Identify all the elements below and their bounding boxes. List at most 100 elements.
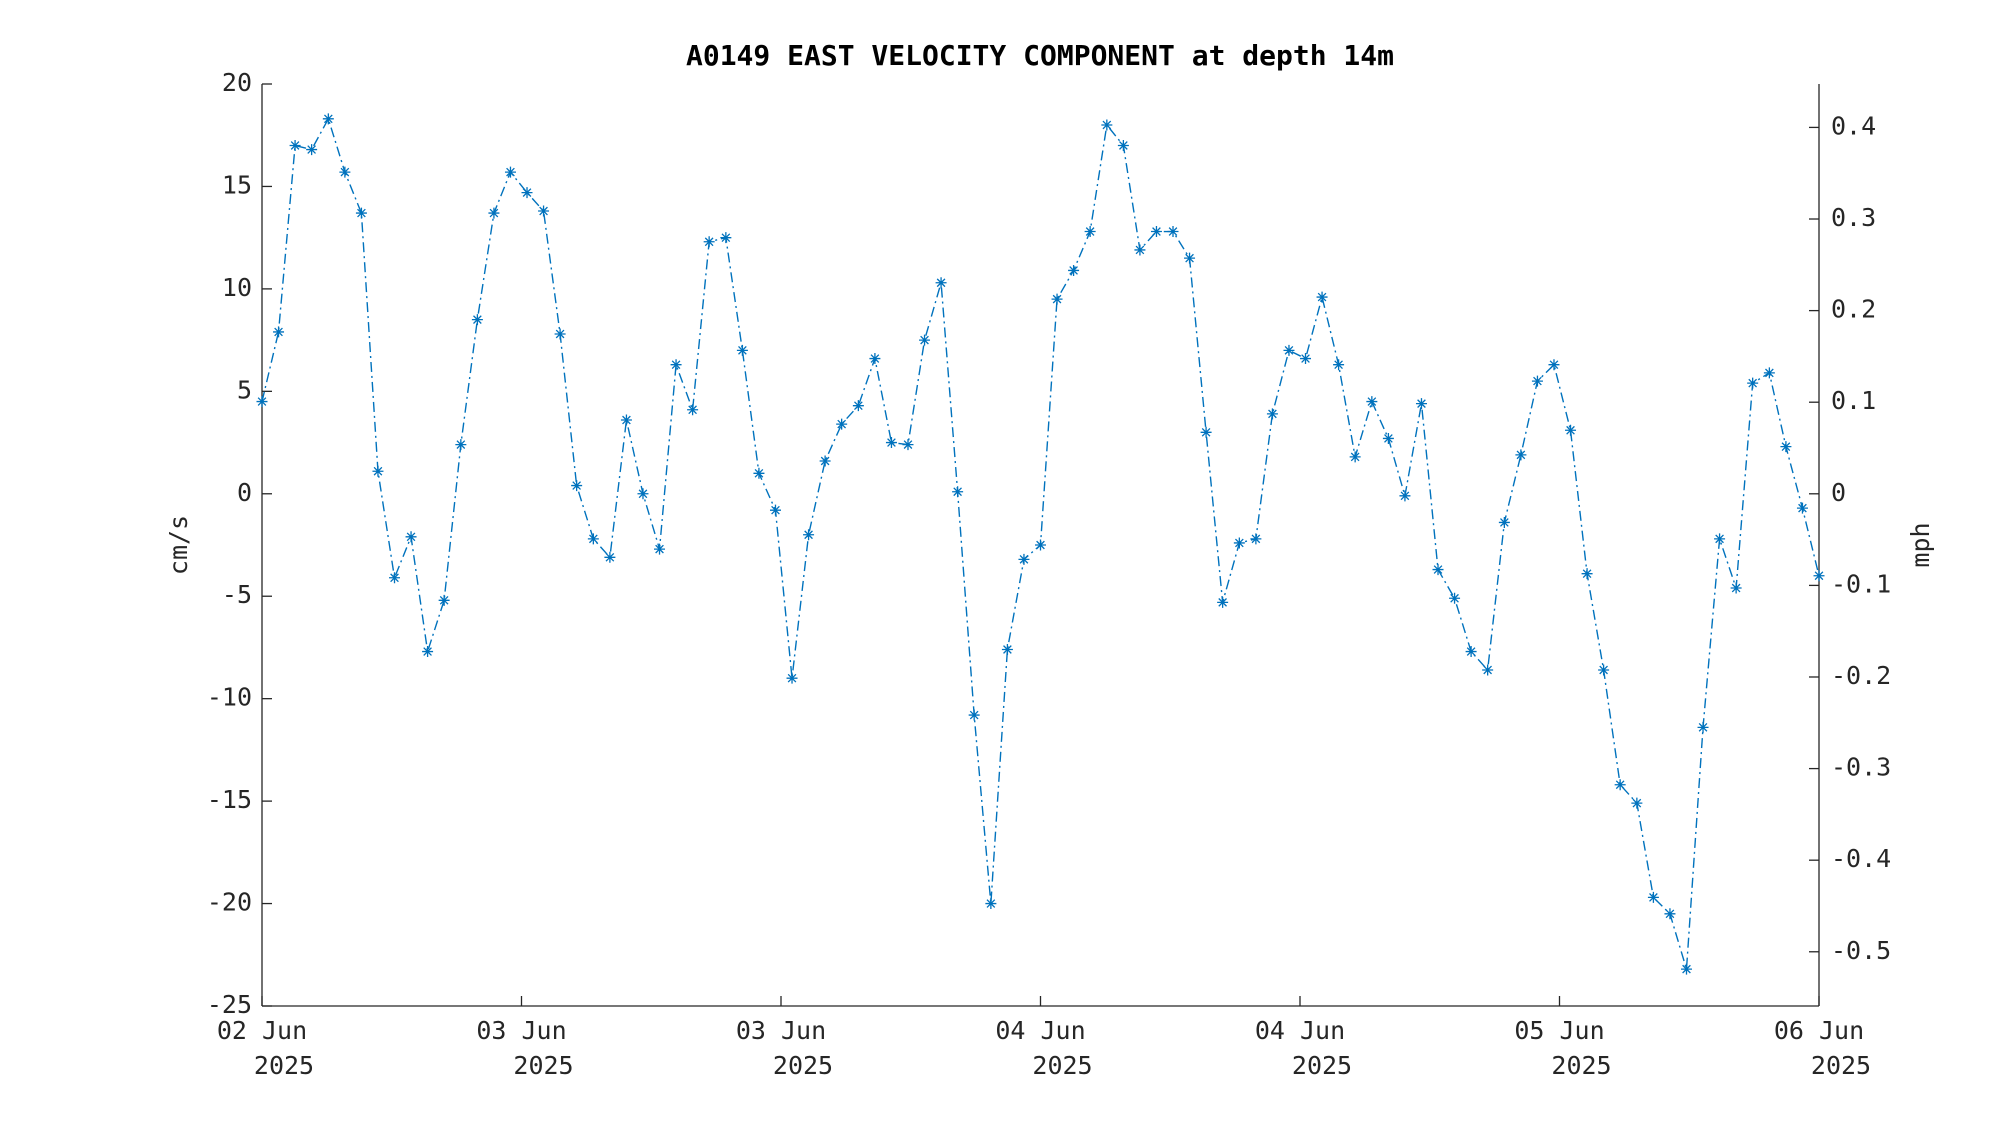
data-marker <box>587 533 599 545</box>
y-axis-label: cm/s <box>164 515 193 575</box>
data-marker <box>306 144 318 156</box>
data-marker <box>1084 226 1096 238</box>
data-marker <box>1680 963 1692 975</box>
data-marker <box>389 572 401 584</box>
data-marker <box>438 594 450 606</box>
x-tick-label: 05 Jun <box>1514 1016 1604 1045</box>
data-marker <box>1730 582 1742 594</box>
data-marker <box>1150 226 1162 238</box>
data-marker <box>322 113 334 125</box>
data-marker <box>422 646 434 658</box>
x-tick-label: 2025 <box>1551 1051 1611 1080</box>
data-marker <box>1250 533 1262 545</box>
data-marker <box>620 414 632 426</box>
data-marker <box>1101 119 1113 131</box>
data-marker <box>1515 449 1527 461</box>
data-marker <box>1382 432 1394 444</box>
y-tick-label: -5 <box>222 580 252 609</box>
data-marker <box>836 418 848 430</box>
data-marker <box>1697 721 1709 733</box>
data-marker <box>885 437 897 449</box>
data-marker <box>1581 568 1593 580</box>
x-tick-label: 2025 <box>1032 1051 1092 1080</box>
data-marker <box>289 139 301 151</box>
data-marker <box>1117 139 1129 151</box>
data-marker <box>455 439 467 451</box>
data-marker <box>1747 377 1759 389</box>
data-marker <box>273 326 285 338</box>
y-tick-label: -15 <box>207 785 252 814</box>
data-marker <box>1631 797 1643 809</box>
data-marker <box>1366 396 1378 408</box>
data-marker <box>1167 226 1179 238</box>
data-marker <box>1498 516 1510 528</box>
data-marker <box>372 465 384 477</box>
x-tick-label: 03 Jun <box>736 1016 826 1045</box>
y2-tick-label: 0.4 <box>1831 111 1876 140</box>
data-marker <box>1200 426 1212 438</box>
y-tick-label: 15 <box>222 170 252 199</box>
data-marker <box>521 187 533 199</box>
data-marker <box>952 486 964 498</box>
data-marker <box>1796 502 1808 514</box>
x-tick-label: 04 Jun <box>1255 1016 1345 1045</box>
data-marker <box>1714 533 1726 545</box>
data-marker <box>919 334 931 346</box>
x-tick-label: 2025 <box>1811 1051 1871 1080</box>
data-marker <box>1780 441 1792 453</box>
x-tick-label: 04 Jun <box>995 1016 1085 1045</box>
x-tick-label: 02 Jun <box>217 1016 307 1045</box>
data-marker <box>1184 252 1196 264</box>
data-marker <box>1449 592 1461 604</box>
data-marker <box>769 504 781 516</box>
data-marker <box>1432 564 1444 576</box>
data-marker <box>571 480 583 492</box>
data-marker <box>819 455 831 467</box>
data-marker <box>786 672 798 684</box>
y-tick-label: -10 <box>207 683 252 712</box>
data-marker <box>869 353 881 365</box>
data-marker <box>1068 264 1080 276</box>
data-marker <box>985 898 997 910</box>
data-marker <box>339 166 351 178</box>
data-marker <box>256 396 268 408</box>
data-marker <box>1349 451 1361 463</box>
data-marker <box>1763 367 1775 379</box>
y-tick-label: 20 <box>222 68 252 97</box>
x-tick-label: 2025 <box>1292 1051 1352 1080</box>
chart-title: A0149 EAST VELOCITY COMPONENT at depth 1… <box>686 39 1394 72</box>
data-marker <box>488 207 500 219</box>
data-marker <box>1051 293 1063 305</box>
data-marker <box>1333 359 1345 371</box>
data-marker <box>1647 891 1659 903</box>
data-marker <box>968 709 980 721</box>
data-marker <box>1565 424 1577 436</box>
data-marker <box>1598 664 1610 676</box>
data-marker <box>1233 537 1245 549</box>
data-marker <box>1399 490 1411 502</box>
data-marker <box>1035 539 1046 551</box>
data-marker <box>803 529 815 541</box>
data-marker <box>538 205 550 217</box>
data-marker <box>703 236 715 248</box>
data-marker <box>687 404 699 416</box>
data-marker <box>720 232 732 244</box>
data-marker <box>554 328 566 340</box>
data-marker <box>1482 664 1494 676</box>
data-marker <box>1018 553 1030 565</box>
data-marker <box>471 314 483 326</box>
data-marker <box>1664 908 1676 920</box>
data-marker <box>1217 596 1229 608</box>
data-marker <box>1283 344 1295 356</box>
data-marker <box>902 439 914 451</box>
data-marker <box>504 166 516 178</box>
data-marker <box>1001 643 1013 655</box>
y2-tick-label: -0.4 <box>1831 844 1891 873</box>
data-marker <box>405 531 417 543</box>
data-marker <box>1531 375 1543 387</box>
y-tick-label: -20 <box>207 888 252 917</box>
data-marker <box>1813 570 1825 582</box>
y-tick-label: -25 <box>207 990 252 1019</box>
y-tick-label: 5 <box>237 375 252 404</box>
